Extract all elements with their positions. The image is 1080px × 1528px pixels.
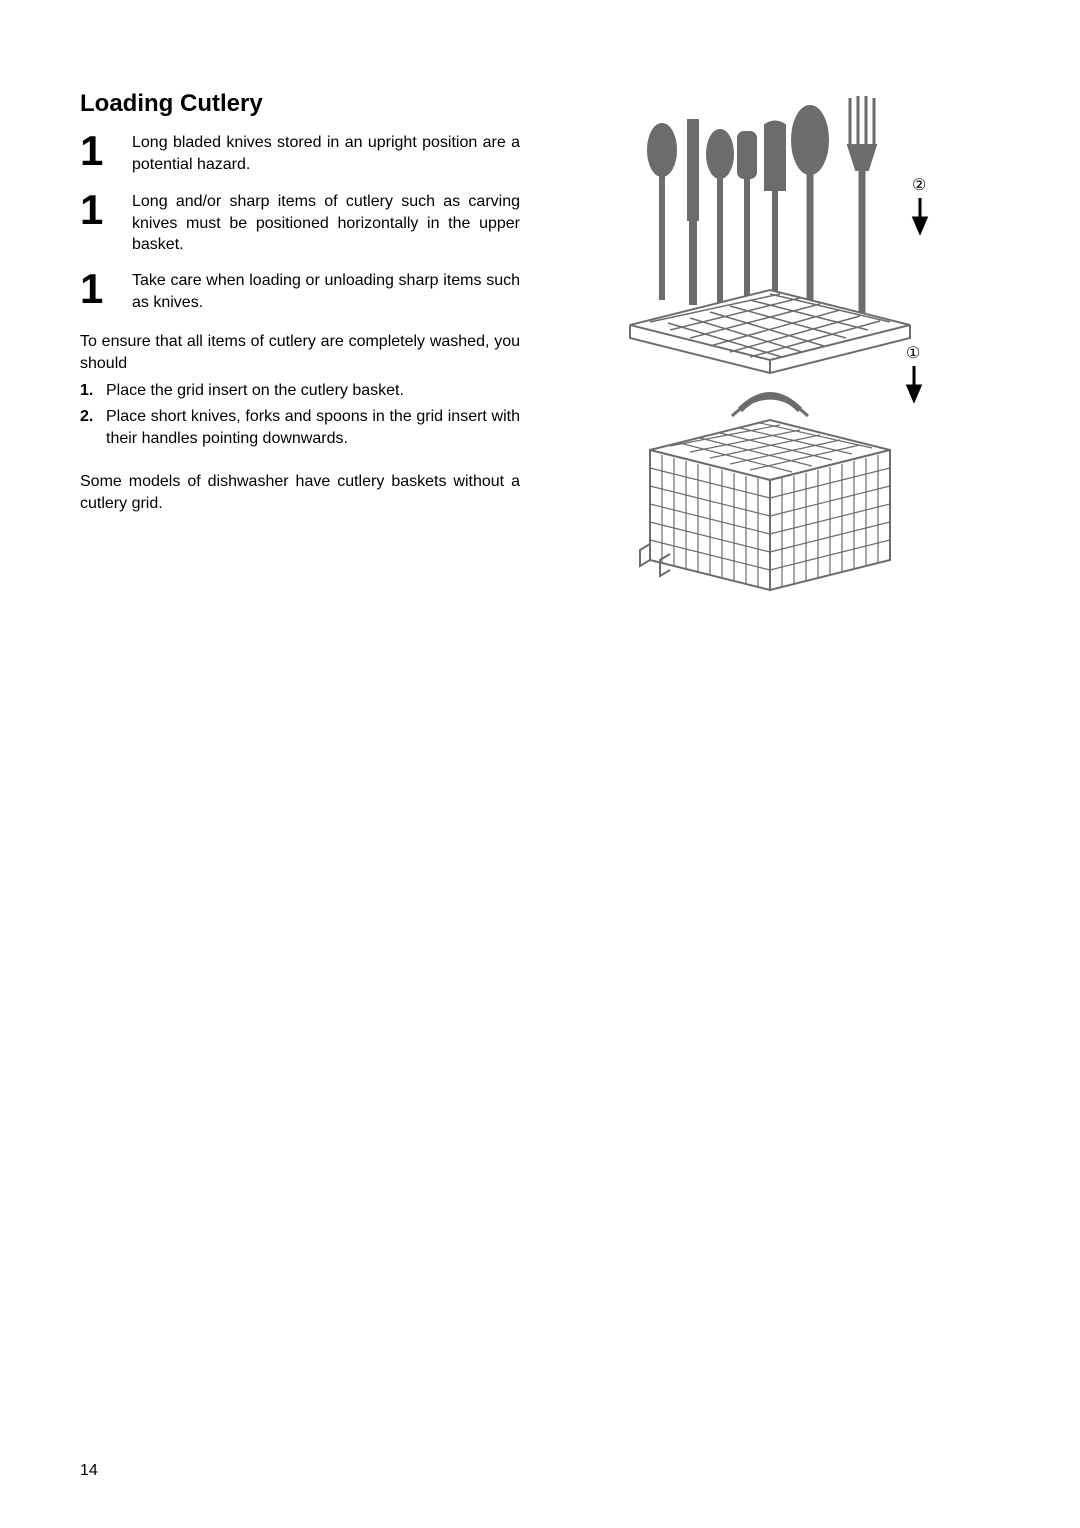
content-columns: Loading Cutlery 1 Long bladed knives sto… [80,90,1000,610]
intro-paragraph: To ensure that all items of cutlery are … [80,331,520,374]
callout-2-label: ② [912,177,926,194]
warning-3-text: Take care when loading or unloading shar… [132,270,520,313]
step-1: Place the grid insert on the cutlery bas… [80,380,520,402]
warning-icon: 1 [80,270,132,308]
warning-1-text: Long bladed knives stored in an upright … [132,132,520,175]
callout-1-label: ① [906,345,920,362]
warning-1: 1 Long bladed knives stored in an uprigh… [80,132,520,175]
manual-page: Loading Cutlery 1 Long bladed knives sto… [0,0,1080,1528]
step-2: Place short knives, forks and spoons in … [80,406,520,449]
text-column: Loading Cutlery 1 Long bladed knives sto… [80,90,520,610]
page-number: 14 [80,1462,98,1480]
warning-2-text: Long and/or sharp items of cutlery such … [132,191,520,256]
warning-icon: 1 [80,191,132,229]
warning-icon: 1 [80,132,132,170]
warning-3: 1 Take care when loading or unloading sh… [80,270,520,313]
steps-list: Place the grid insert on the cutlery bas… [80,380,520,449]
warning-2: 1 Long and/or sharp items of cutlery suc… [80,191,520,256]
cutlery-basket-illustration: ② ① [610,90,950,610]
illustration-column: ② ① [560,90,1000,610]
section-title: Loading Cutlery [80,90,520,118]
note-paragraph: Some models of dishwasher have cutlery b… [80,471,520,514]
